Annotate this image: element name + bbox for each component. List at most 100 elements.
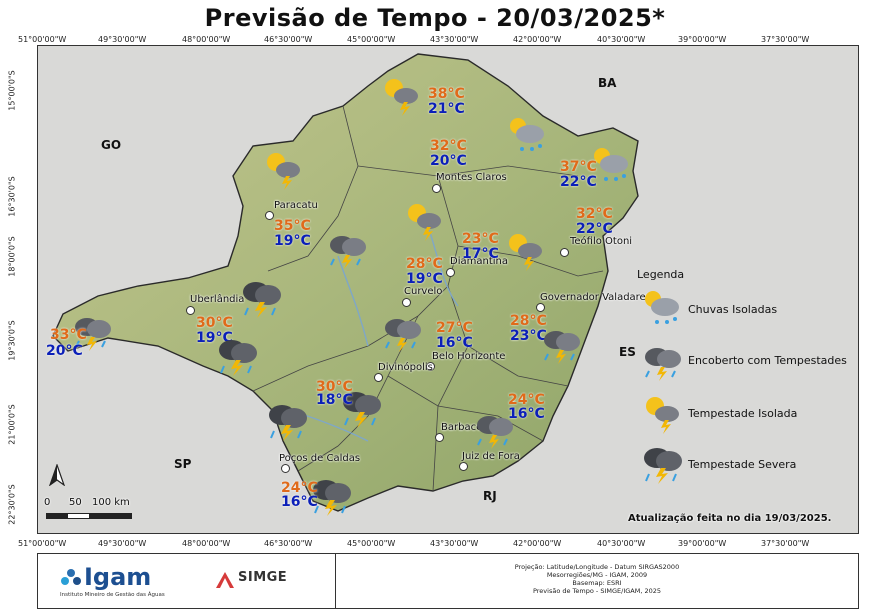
city-marker[interactable] — [435, 433, 444, 442]
city-marker[interactable] — [281, 464, 290, 473]
temp-min: 23°C — [510, 328, 547, 344]
lon-tick: 43°30'00"W — [430, 35, 479, 44]
tempestade-severa-icon — [644, 448, 682, 484]
lon-tick: 46°30'00"W — [264, 35, 313, 44]
temp-min: 22°C — [560, 174, 597, 190]
tempestade-isolada-icon — [646, 397, 679, 434]
city-label: Paracatu — [274, 200, 318, 211]
lon-tick: 49°30'00"W — [98, 539, 147, 548]
temp-min: 16°C — [281, 494, 318, 510]
temp-max: 28°C — [510, 313, 547, 329]
tempestade-severa-icon — [243, 282, 281, 318]
tempestade-severa-icon — [219, 340, 257, 376]
temp-max: 24°C — [281, 480, 318, 496]
lon-tick: 51°00'00"W — [18, 539, 67, 548]
chuvas-isoladas-icon — [594, 148, 628, 181]
temp-min: 18°C — [316, 392, 353, 408]
legend-item-label: Chuvas Isoladas — [688, 303, 778, 316]
lat-tick: 21°00'0"S — [7, 404, 17, 445]
lon-tick: 37°30'00"W — [761, 539, 810, 548]
temp-max: 37°C — [560, 159, 597, 175]
temp-max: 35°C — [274, 218, 311, 234]
city-marker[interactable] — [426, 362, 435, 371]
encoberto-tempestades-icon — [477, 416, 513, 449]
city-marker[interactable] — [186, 306, 195, 315]
scale-label: 100 km — [92, 497, 130, 508]
map-frame[interactable]: GO BA ES SP RJ Montes Claros Paracatu Di… — [37, 45, 859, 534]
temp-min: 17°C — [462, 246, 499, 262]
tempestade-severa-icon — [313, 480, 351, 516]
lat-tick: 22°30'0"S — [7, 484, 17, 525]
temp-min: 20°C — [46, 343, 83, 359]
credits-text: Projeção: Latitude/Longitude - Datum SIR… — [336, 563, 858, 595]
state-label-rj: RJ — [483, 489, 497, 503]
lat-tick: 18°00'0"S — [7, 236, 17, 277]
igam-logo-text: Igam — [84, 563, 152, 591]
city-marker[interactable] — [446, 268, 455, 277]
credit-line: Basemap: ESRI — [572, 579, 622, 587]
credit-line: Mesorregiões/MG - IGAM, 2009 — [546, 571, 648, 579]
temp-min: 19°C — [406, 271, 443, 287]
lon-tick: 39°00'00"W — [678, 539, 727, 548]
simge-logo-text: SIMGE — [238, 570, 288, 585]
lon-tick: 43°30'00"W — [430, 539, 479, 548]
map-title: Previsão de Tempo - 20/03/2025* — [204, 4, 666, 32]
city-marker[interactable] — [459, 462, 468, 471]
city-marker[interactable] — [432, 184, 441, 193]
city-label: Juiz de Fora — [462, 451, 520, 462]
temp-max: 24°C — [508, 392, 545, 408]
scale-label: 0 — [44, 497, 51, 508]
lon-tick: 40°30'00"W — [597, 35, 646, 44]
scale-bar-graphic — [46, 513, 132, 519]
footer-credits: Projeção: Latitude/Longitude - Datum SIR… — [336, 554, 858, 608]
temp-min: 22°C — [576, 221, 613, 237]
temp-min: 16°C — [436, 335, 473, 351]
credit-line: Projeção: Latitude/Longitude - Datum SIR… — [514, 563, 680, 571]
tempestade-isolada-icon — [267, 153, 300, 190]
lat-tick: 15°00'0"S — [7, 70, 17, 111]
temp-max: 32°C — [576, 206, 613, 222]
temp-max: 33°C — [50, 327, 87, 343]
temp-max: 30°C — [316, 379, 353, 395]
temp-max: 23°C — [462, 231, 499, 247]
temp-max: 38°C — [428, 86, 465, 102]
temp-max: 30°C — [196, 315, 233, 331]
city-marker[interactable] — [265, 211, 274, 220]
scale-label: 50 — [69, 497, 82, 508]
mesoregion-lines — [252, 105, 604, 492]
city-label: Diamantina — [450, 256, 508, 267]
lon-tick: 46°30'00"W — [264, 539, 313, 548]
encoberto-tempestades-icon — [544, 331, 580, 364]
city-marker[interactable] — [374, 373, 383, 382]
lat-tick: 19°30'0"S — [7, 320, 17, 361]
lon-tick: 48°00'00"W — [182, 35, 231, 44]
tempestade-isolada-icon — [408, 204, 441, 241]
encoberto-tempestades-icon — [645, 348, 681, 381]
lon-tick: 45°00'00"W — [347, 539, 396, 548]
state-label-go: GO — [101, 138, 122, 152]
city-label: Teófilo Otoni — [570, 236, 633, 247]
lon-tick: 40°30'00"W — [597, 539, 646, 548]
city-label: Montes Claros — [436, 172, 507, 183]
legend-item-label: Tempestade Isolada — [688, 407, 798, 420]
tempestade-severa-icon — [343, 392, 381, 428]
temp-max: 32°C — [430, 138, 467, 154]
state-label-sp: SP — [174, 457, 192, 471]
temp-max: 27°C — [436, 320, 473, 336]
legend-title: Legenda — [637, 268, 685, 281]
lon-tick: 45°00'00"W — [347, 35, 396, 44]
lon-tick: 48°00'00"W — [182, 539, 231, 548]
igam-logo-icon — [61, 569, 81, 585]
state-label-es: ES — [619, 345, 636, 359]
city-marker[interactable] — [560, 248, 569, 257]
chuvas-isoladas-icon — [645, 291, 679, 324]
tempestade-severa-icon — [269, 405, 307, 441]
credit-line: Previsão de Tempo - SIMGE/IGAM, 2025 — [532, 587, 662, 595]
legend-item-label: Tempestade Severa — [688, 458, 797, 471]
tempestade-isolada-icon — [385, 79, 418, 116]
city-marker[interactable] — [536, 303, 545, 312]
city-label: Curvelo — [404, 286, 443, 297]
lon-tick: 37°30'00"W — [761, 35, 810, 44]
city-marker[interactable] — [402, 298, 411, 307]
temp-min: 16°C — [508, 406, 545, 422]
